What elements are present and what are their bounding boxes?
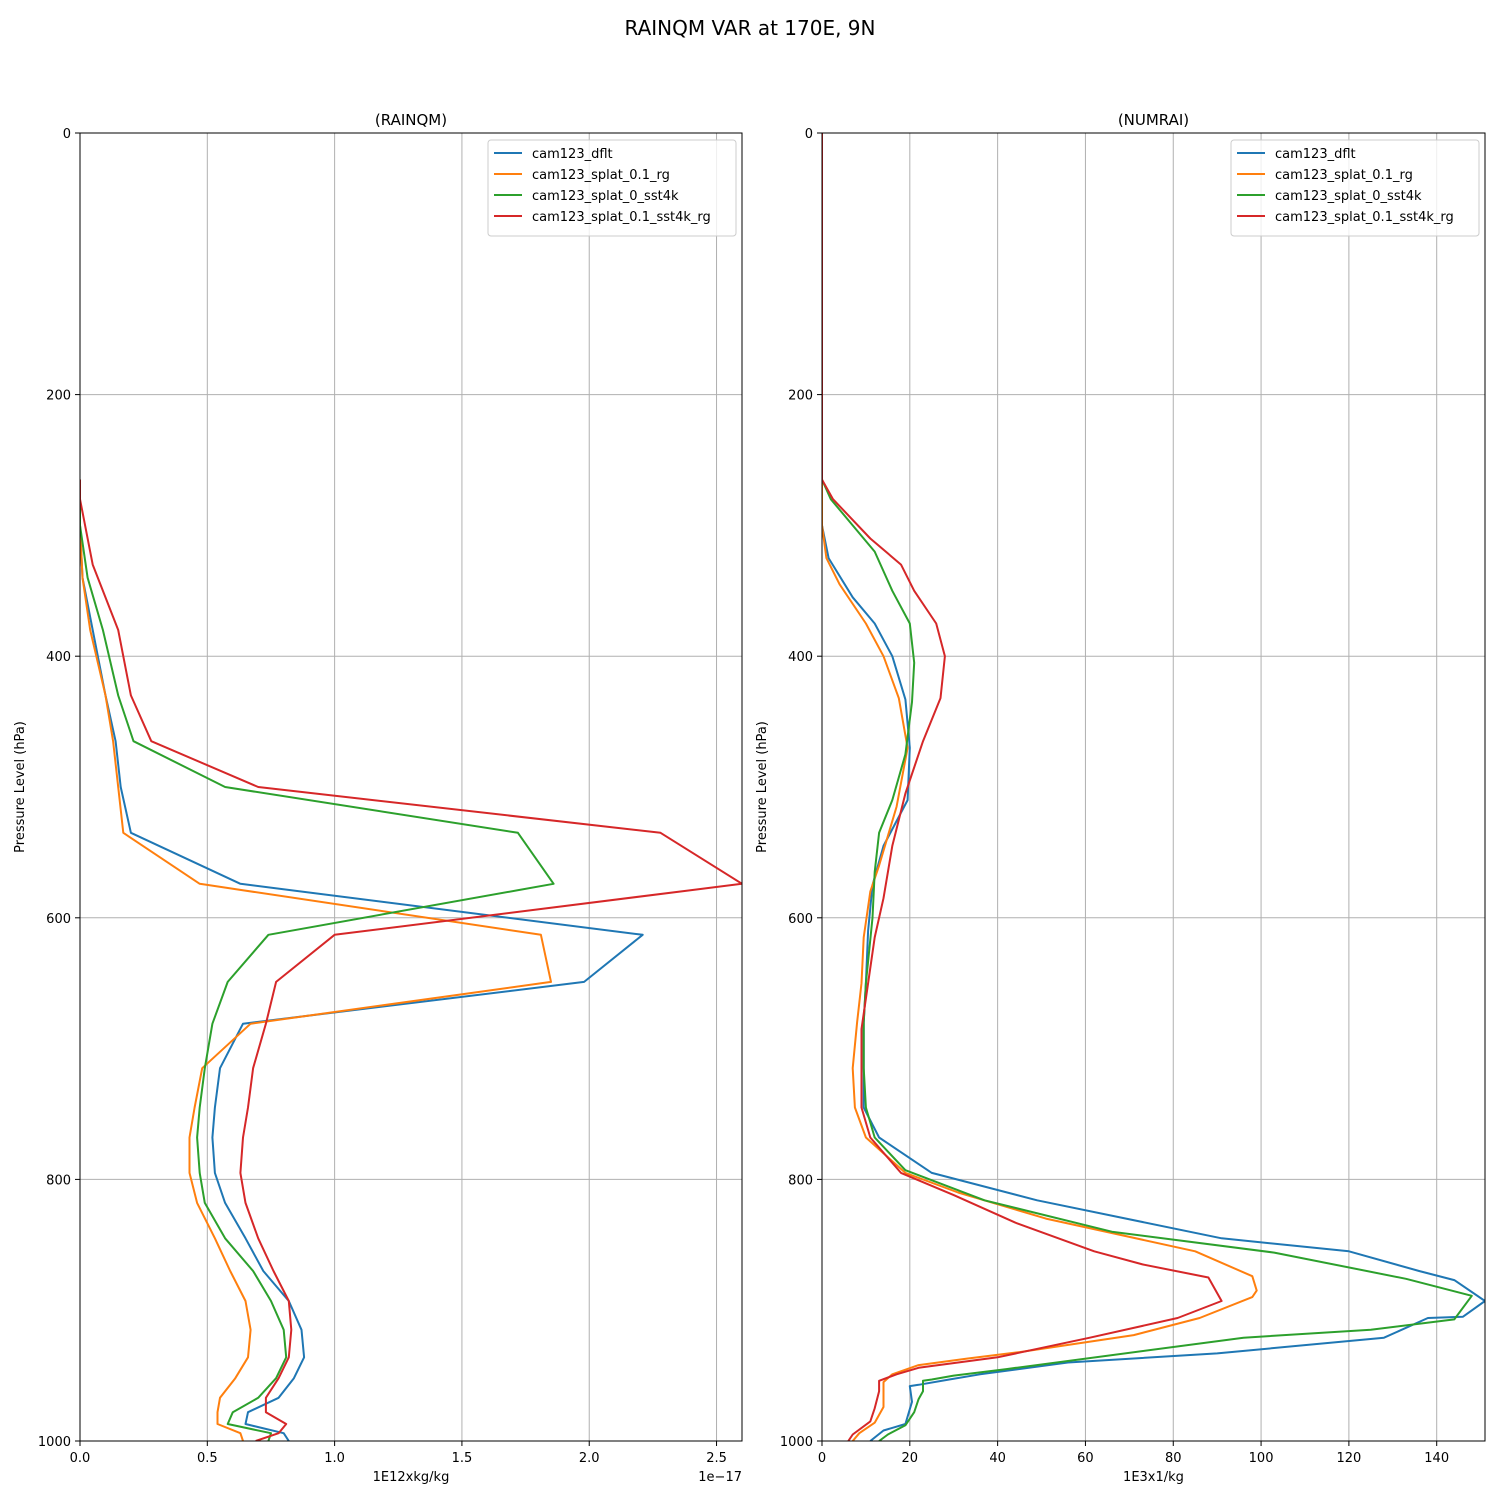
y-tick-label: 0 (63, 127, 71, 142)
figure-title: RAINQM VAR at 170E, 9N (624, 16, 876, 40)
series-lines (822, 133, 1485, 1441)
y-axis-label: Pressure Level (hPa) (755, 721, 770, 853)
panel-numrai: 0 20 40 60 80 100 120 140 0 200 400 600 800 1000 (NUMR… (755, 111, 1486, 1485)
legend-label-cam123_splat_0.1_sst4k_rg: cam123_splat_0.1_sst4k_rg (532, 210, 711, 225)
x-tick-label: 60 (1077, 1451, 1094, 1466)
panel-rainqm: 0.0 0.5 1.0 1.5 2.0 2.5 0 200 400 600 800 1000 (RAIN… (13, 111, 743, 1485)
y-axis-label: Pressure Level (hPa) (13, 721, 28, 853)
legend-label-cam123_splat_0_sst4k: cam123_splat_0_sst4k (1275, 189, 1422, 204)
y-tick-label: 200 (788, 389, 813, 404)
series-lines (80, 479, 742, 1441)
x-tick-label: 2.5 (706, 1451, 727, 1466)
series-line-cam123_splat_0.1_sst4k_rg (80, 479, 742, 1441)
legend-label-cam123_dflt: cam123_dflt (1275, 147, 1356, 162)
y-tick-label: 800 (788, 1173, 813, 1188)
x-tick-label: 0.0 (70, 1451, 91, 1466)
y-tick-label: 800 (46, 1173, 71, 1188)
x-tick-label: 0.5 (197, 1451, 218, 1466)
legend: cam123_dflt cam123_splat_0.1_rg cam123_spl… (1230, 139, 1480, 237)
y-tick-label: 0 (805, 127, 813, 142)
y-tick-label: 400 (46, 650, 71, 665)
series-line-cam123_splat_0_sst4k (80, 479, 555, 1441)
legend-box (1230, 139, 1480, 237)
series-line-cam123_splat_0.1_rg (822, 133, 1258, 1441)
x-tick-label: 20 (902, 1451, 919, 1466)
legend-label-cam123_dflt: cam123_dflt (532, 147, 613, 162)
legend-label-cam123_splat_0.1_rg: cam123_splat_0.1_rg (532, 168, 670, 183)
x-offset-label: 1e−17 (698, 1470, 742, 1485)
series-line-cam123_splat_0_sst4k (822, 133, 1473, 1441)
x-axis-label: 1E3x1/kg (1123, 1470, 1184, 1485)
x-axis-label: 1E12xkg/kg (373, 1470, 450, 1485)
y-tick-label: 600 (788, 912, 813, 927)
series-line-cam123_splat_0.1_rg (80, 479, 552, 1441)
axes-frame (821, 132, 1486, 1442)
y-tick-label: 200 (46, 389, 71, 404)
axes-title: (NUMRAI) (1118, 111, 1189, 129)
legend-label-cam123_splat_0_sst4k: cam123_splat_0_sst4k (532, 189, 679, 204)
y-tick-label: 600 (46, 912, 71, 927)
x-tick-label: 1.0 (324, 1451, 345, 1466)
x-tick-label: 120 (1336, 1451, 1361, 1466)
legend-box (487, 139, 737, 237)
series-line-cam123_splat_0.1_sst4k_rg (822, 133, 1223, 1441)
series-line-cam123_dflt (80, 479, 644, 1441)
y-tick-label: 1000 (38, 1435, 71, 1450)
series-line-cam123_dflt (822, 133, 1485, 1441)
legend: cam123_dflt cam123_splat_0.1_rg cam123_spl… (487, 139, 737, 237)
legend-label-cam123_splat_0.1_sst4k_rg: cam123_splat_0.1_sst4k_rg (1275, 210, 1454, 225)
legend-label-cam123_splat_0.1_rg: cam123_splat_0.1_rg (1275, 168, 1413, 183)
y-tick-label: 1000 (780, 1435, 813, 1450)
x-tick-label: 0 (818, 1451, 826, 1466)
x-tick-label: 40 (989, 1451, 1006, 1466)
axes-frame (79, 132, 743, 1442)
x-tick-label: 2.0 (579, 1451, 600, 1466)
x-tick-label: 140 (1424, 1451, 1449, 1466)
axes-title: (RAINQM) (375, 111, 447, 129)
x-tick-label: 100 (1249, 1451, 1274, 1466)
x-tick-label: 80 (1165, 1451, 1182, 1466)
x-tick-label: 1.5 (452, 1451, 473, 1466)
y-tick-label: 400 (788, 650, 813, 665)
